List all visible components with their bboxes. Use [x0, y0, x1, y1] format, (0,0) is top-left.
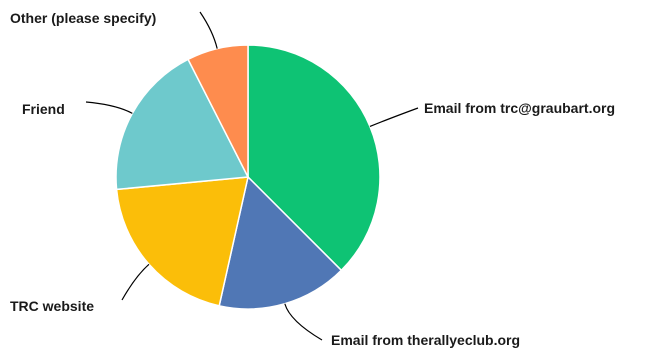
pie-slice-friend — [115, 58, 250, 191]
leader-line-email-therallyeclub — [284, 303, 323, 341]
leader-line-other — [199, 11, 218, 49]
pie-slice-email-graubart — [247, 44, 381, 272]
pie-slice-trc-website — [115, 176, 249, 307]
slice-label-other: Other (please specify) — [10, 10, 156, 26]
leader-lines — [85, 11, 419, 341]
slice-label-trc-website: TRC website — [10, 298, 94, 314]
pie-slices — [115, 44, 381, 310]
slice-label-email-therallyeclub: Email from therallyeclub.org — [331, 332, 520, 348]
pie-slice-other — [187, 44, 249, 178]
leader-line-email-graubart — [369, 107, 419, 128]
pie-slice-email-therallyeclub — [218, 175, 343, 310]
leader-line-friend — [85, 101, 133, 114]
leader-line-trc-website — [121, 263, 150, 301]
slice-label-friend: Friend — [22, 101, 65, 117]
slice-label-email-graubart: Email from trc@graubart.org — [424, 100, 615, 116]
